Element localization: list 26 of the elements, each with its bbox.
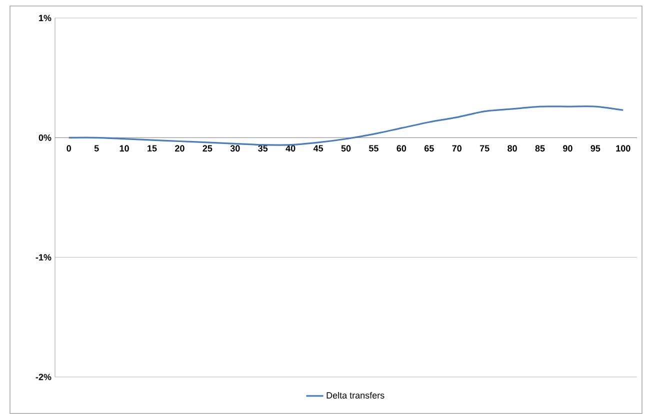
legend-label: Delta transfers bbox=[326, 392, 384, 399]
x-tick-label: 60 bbox=[396, 145, 406, 152]
x-tick-label: 30 bbox=[230, 145, 240, 152]
x-tick-label: 75 bbox=[480, 145, 490, 152]
x-tick-label: 40 bbox=[286, 145, 296, 152]
line-series bbox=[68, 106, 624, 146]
x-tick-label: 45 bbox=[313, 145, 324, 152]
y-tick-label: -1% bbox=[36, 254, 52, 260]
x-tick-label: 80 bbox=[508, 145, 517, 152]
x-tick-label: 15 bbox=[148, 145, 157, 152]
x-tick-label: 100 bbox=[616, 145, 630, 152]
x-tick-label: 55 bbox=[368, 145, 378, 152]
x-tick-label: 20 bbox=[175, 145, 184, 152]
y-tick-label: -2% bbox=[36, 374, 52, 380]
x-tick-label: 90 bbox=[563, 145, 572, 152]
x-tick-label: 70 bbox=[452, 145, 462, 152]
x-tick-label: 95 bbox=[590, 145, 600, 152]
x-tick-label: 65 bbox=[424, 145, 434, 152]
y-tick-label: 1% bbox=[39, 14, 52, 22]
x-tick-label: 50 bbox=[341, 145, 351, 152]
x-tick-label: 25 bbox=[202, 145, 212, 152]
x-tick-label: 85 bbox=[535, 145, 545, 152]
x-tick-label: 0 bbox=[66, 145, 72, 152]
y-tick-label: 0% bbox=[38, 134, 52, 141]
x-tick-label: 10 bbox=[120, 145, 129, 152]
x-tick-label: 5 bbox=[94, 145, 99, 152]
